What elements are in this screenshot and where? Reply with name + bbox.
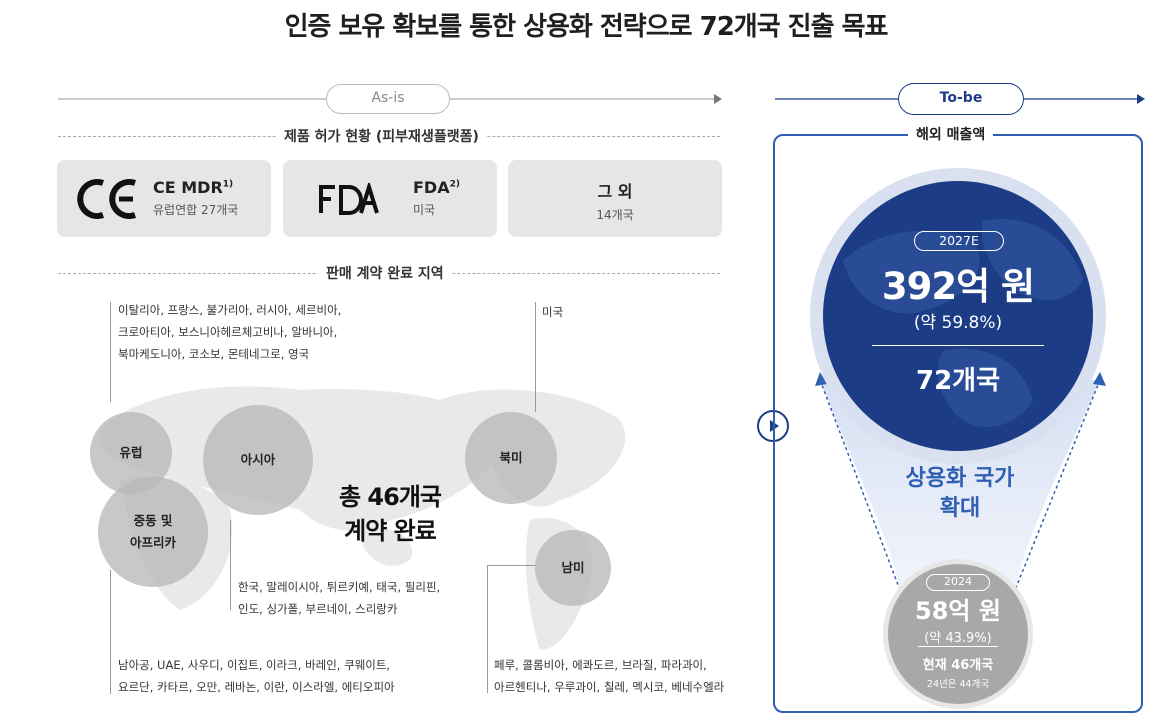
ce-mark-icon	[77, 179, 137, 219]
contracts-title: 판매 계약 완료 지역	[318, 263, 452, 283]
overseas-sales-title: 해외 매출액	[908, 124, 994, 144]
current-year: 2024	[926, 574, 990, 591]
south-america-leader-v	[487, 565, 488, 693]
fda-card-title: FDA2)	[413, 178, 460, 197]
tobe-label: To-be	[898, 83, 1024, 115]
total-contracts: 총 46개국 계약 완료	[339, 483, 442, 545]
north-america-bubble: 북미	[465, 412, 557, 504]
mea-bubble: 중동 및 아프리카	[98, 477, 208, 587]
expansion-label: 상용화 국가 확대	[905, 466, 1015, 521]
target-share: (약 59.8%)	[913, 313, 1003, 333]
current-amount: 58억 원	[915, 597, 1001, 625]
fda-card: FDA2) 미국	[283, 160, 497, 237]
north-america-leader-line	[535, 302, 536, 412]
current-note: 24년은 44개국	[926, 679, 990, 690]
ce-card-title: CE MDR1)	[153, 178, 234, 197]
current-circle	[888, 564, 1028, 704]
ce-card-sub: 유럽연합 27개국	[153, 203, 239, 217]
target-amount: 392억 원	[881, 265, 1035, 308]
current-divider	[918, 646, 998, 647]
south-america-leader-h	[487, 565, 537, 566]
north-america-country-list: 미국	[542, 305, 564, 319]
asia-country-list: 한국, 말레이시아, 튀르키예, 태국, 필리핀, 인도, 싱가폴, 부르네이,…	[238, 580, 441, 616]
mea-leader-line	[110, 570, 111, 694]
current-share: (약 43.9%)	[924, 631, 992, 646]
fda-card-sub: 미국	[413, 203, 436, 217]
europe-country-list: 이탈리아, 프랑스, 불가리아, 러시아, 세르비아, 크로아티아, 보스니아헤…	[118, 303, 342, 361]
page-title: 인증 보유 확보를 통한 상용화 전략으로 72개국 진출 목표	[284, 12, 889, 42]
south-america-country-list: 페루, 콜롬비아, 에콰도르, 브라질, 파라과이, 아르헨티나, 우루과이, …	[494, 658, 725, 694]
target-year: 2027E	[914, 231, 1004, 251]
permits-title: 제품 허가 현황 (피부재생플랫폼)	[276, 126, 487, 146]
mea-country-list: 남아공, UAE, 사우디, 이집트, 이라크, 바레인, 쿠웨이트, 요르단,…	[118, 658, 395, 694]
asia-bubble: 아시아	[203, 405, 313, 515]
target-circle	[823, 181, 1093, 451]
current-countries: 현재 46개국	[922, 658, 994, 673]
other-card: 그 외 14개국	[508, 160, 722, 237]
other-card-sub: 14개국	[596, 208, 634, 222]
south-america-bubble: 남미	[535, 530, 611, 606]
other-card-title: 그 외	[597, 182, 633, 201]
ce-card: CE MDR1) 유럽연합 27개국	[57, 160, 271, 237]
europe-leader-line	[110, 302, 111, 402]
target-countries: 72개국	[915, 366, 1001, 396]
asia-leader-line	[230, 520, 231, 610]
target-divider	[872, 345, 1044, 346]
fda-logo-icon	[319, 183, 379, 215]
globe-icon	[843, 219, 1083, 428]
asis-label: As-is	[326, 84, 450, 114]
